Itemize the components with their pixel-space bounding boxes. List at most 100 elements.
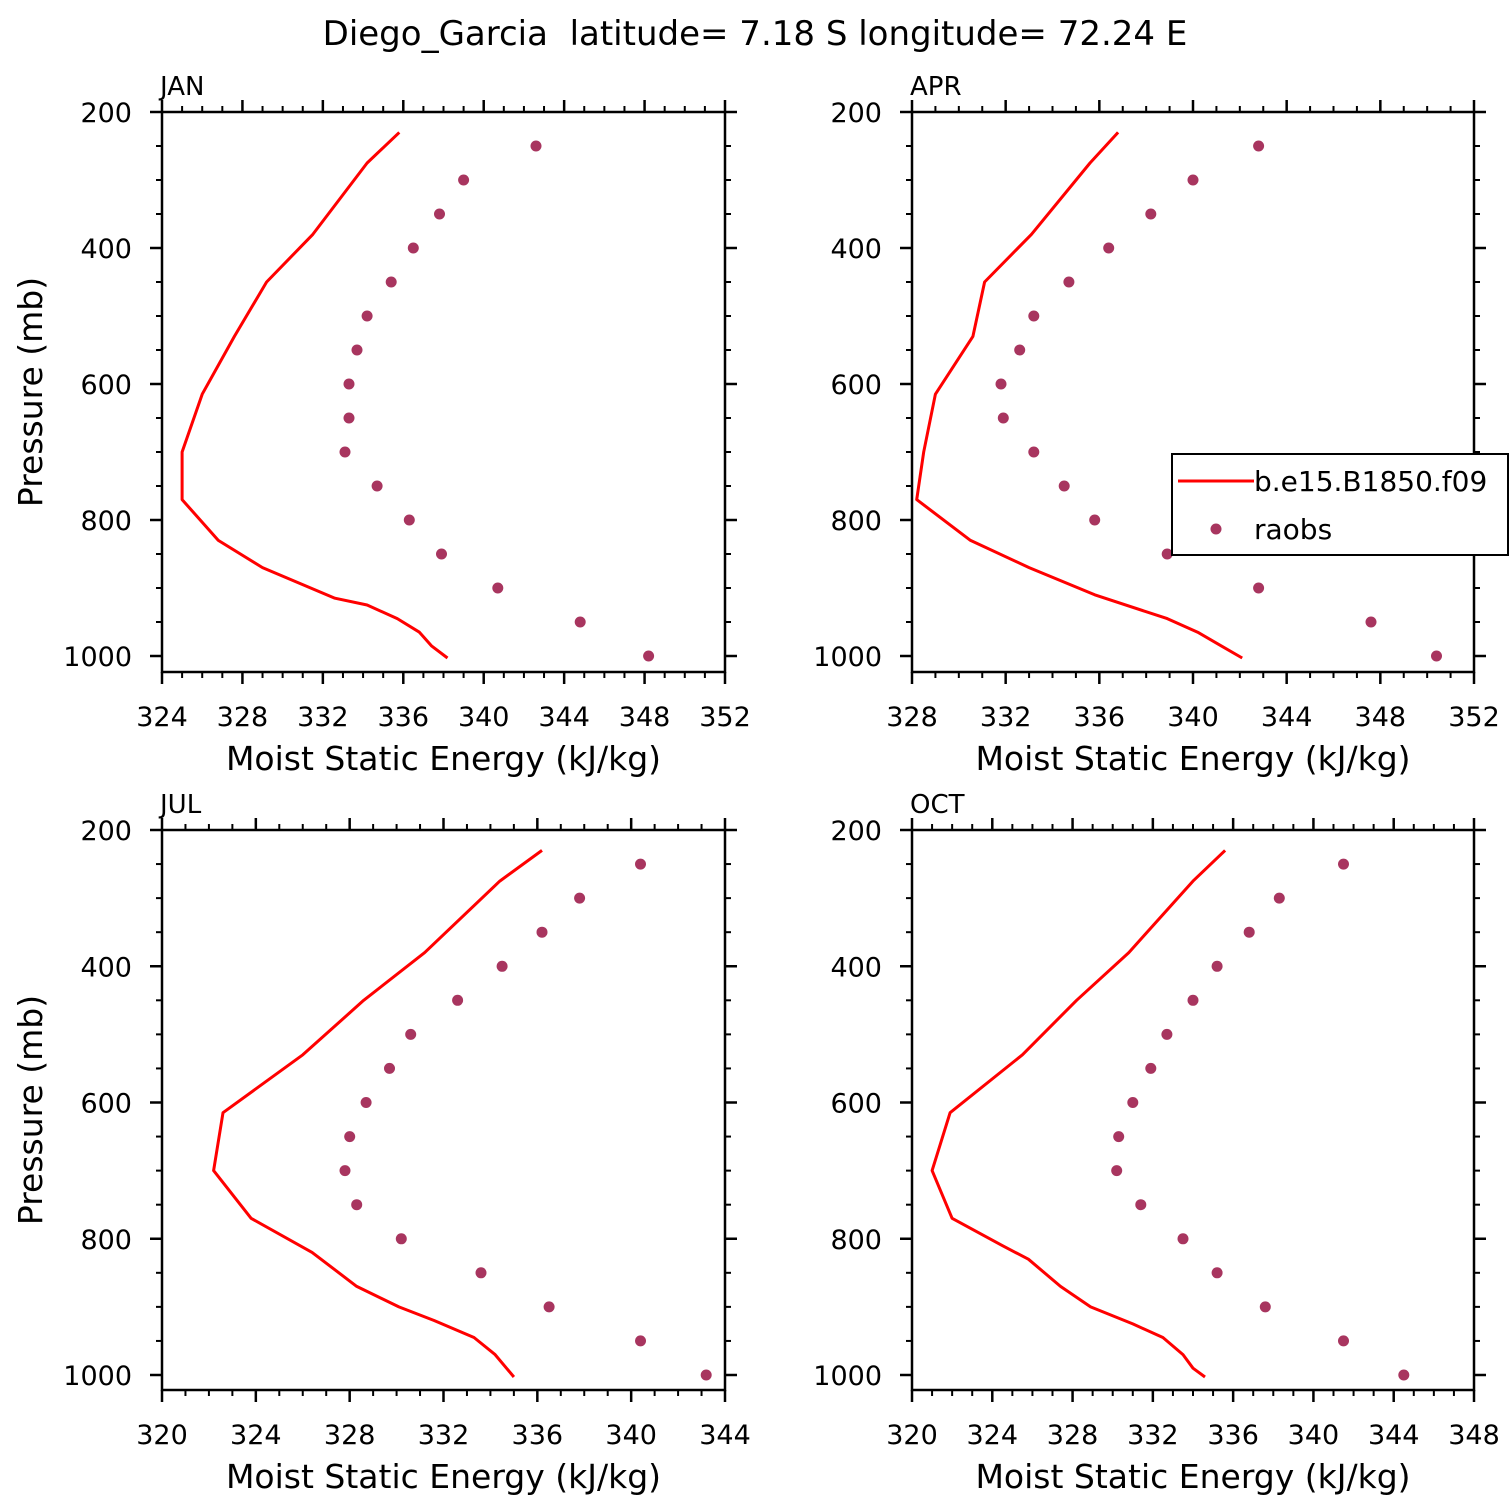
raobs-point	[458, 174, 470, 186]
y-tick-label: 400	[830, 234, 882, 265]
panel-label: APR	[910, 72, 962, 102]
raobs-point	[1145, 1062, 1157, 1074]
y-tick-label: 1000	[63, 642, 132, 673]
x-tick-label: 352	[1448, 702, 1500, 733]
y-tick-label: 800	[830, 1225, 882, 1256]
legend-label-model: b.e15.B1850.f09	[1254, 465, 1487, 498]
x-tick-label: 324	[967, 1420, 1019, 1451]
x-axis-label: Moist Static Energy (kJ/kg)	[975, 739, 1410, 778]
x-tick-label: 340	[1167, 702, 1219, 733]
raobs-point	[543, 1301, 555, 1313]
y-tick-label: 600	[830, 370, 882, 401]
x-tick-label: 336	[378, 702, 430, 733]
x-tick-label: 336	[1074, 702, 1126, 733]
x-tick-label: 324	[230, 1420, 282, 1451]
raobs-point	[1089, 514, 1101, 526]
panel-jul: JUL 320 324 328 332 336 340 344 200 400 600 800 1000…	[11, 790, 751, 1496]
raobs-point	[403, 514, 415, 526]
y-tick-label: 1000	[63, 1361, 132, 1392]
raobs-point	[574, 616, 586, 628]
figure-title: Diego_Garcia latitude= 7.18 S longitude=…	[323, 14, 1188, 54]
raobs-point	[492, 582, 504, 594]
raobs-point	[1187, 174, 1199, 186]
panel-oct: OCT 320 324 328 332 336 340 344 348 200 400 600 800 1…	[813, 790, 1499, 1496]
raobs-point	[997, 412, 1009, 424]
x-axis-label: Moist Static Energy (kJ/kg)	[226, 1457, 661, 1496]
raobs-point	[1187, 994, 1199, 1006]
plot-area	[212, 849, 712, 1381]
plot-frame	[160, 828, 727, 1392]
raobs-point	[1111, 1165, 1123, 1177]
raobs-point	[1259, 1301, 1271, 1313]
plot-frame	[160, 110, 727, 674]
raobs-point	[407, 242, 419, 254]
y-tick-label: 200	[830, 98, 882, 129]
panels: JAN 324 328 332 336 340 344 348 352 200 400 600 800 1…	[11, 72, 1509, 1496]
raobs-point	[351, 1199, 363, 1211]
raobs-point	[395, 1233, 407, 1245]
raobs-point	[1103, 242, 1115, 254]
raobs-point	[452, 994, 464, 1006]
x-tick-label: 344	[1261, 702, 1313, 733]
x-tick-label: 328	[886, 702, 938, 733]
raobs-point	[1243, 926, 1255, 938]
raobs-point	[496, 960, 508, 972]
x-tick-label: 348	[619, 702, 671, 733]
x-tick-label: 332	[1127, 1420, 1179, 1451]
plot-area	[930, 849, 1410, 1381]
raobs-point	[1273, 892, 1285, 904]
raobs-point	[1135, 1199, 1147, 1211]
y-tick-label: 1000	[813, 642, 882, 673]
raobs-point	[344, 1131, 356, 1143]
raobs-point	[1063, 276, 1075, 288]
raobs-point	[1161, 548, 1173, 560]
raobs-point	[1338, 1335, 1349, 1347]
raobs-point	[434, 208, 445, 220]
y-tick-label: 600	[80, 1089, 132, 1120]
y-tick-label: 600	[80, 370, 132, 401]
raobs-point	[475, 1267, 487, 1279]
x-tick-label: 336	[1207, 1420, 1259, 1451]
y-tick-label: 800	[830, 506, 882, 537]
y-tick-label: 400	[830, 952, 882, 983]
raobs-point	[1145, 208, 1157, 220]
raobs-point	[635, 1335, 646, 1347]
raobs-point	[343, 378, 355, 390]
raobs-point	[339, 1165, 351, 1177]
model-line	[930, 849, 1227, 1379]
x-tick-label: 340	[1288, 1420, 1340, 1451]
x-tick-label: 336	[512, 1420, 564, 1451]
x-tick-label: 328	[1047, 1420, 1099, 1451]
x-tick-label: 344	[1368, 1420, 1420, 1451]
raobs-point	[1253, 140, 1265, 152]
raobs-point	[371, 480, 383, 492]
y-axis-label: Pressure (mb)	[11, 277, 50, 507]
legend-box	[1171, 453, 1509, 556]
x-tick-label: 348	[1448, 1420, 1500, 1451]
raobs-point	[1431, 650, 1442, 662]
raobs-point	[995, 378, 1007, 390]
x-tick-label: 344	[538, 702, 590, 733]
raobs-point	[1177, 1233, 1189, 1245]
x-tick-label: 328	[217, 702, 269, 733]
raobs-point	[1058, 480, 1070, 492]
y-tick-label: 800	[80, 1225, 132, 1256]
raobs-point	[1028, 310, 1040, 322]
legend: b.e15.B1850.f09 raobs	[1171, 453, 1509, 556]
y-tick-label: 400	[80, 234, 132, 265]
raobs-point	[536, 926, 548, 938]
raobs-point	[1365, 616, 1377, 628]
raobs-point	[405, 1028, 417, 1040]
raobs-point	[1253, 582, 1265, 594]
y-tick-label: 200	[830, 816, 882, 847]
raobs-point	[385, 276, 397, 288]
panel-label: JAN	[158, 72, 204, 102]
y-tick-label: 200	[80, 98, 132, 129]
plot-frame	[910, 110, 1476, 674]
raobs-point	[343, 412, 355, 424]
raobs-point	[1338, 858, 1349, 870]
raobs-point	[1127, 1097, 1139, 1108]
plot-area	[180, 131, 655, 662]
x-tick-label: 352	[699, 702, 751, 733]
